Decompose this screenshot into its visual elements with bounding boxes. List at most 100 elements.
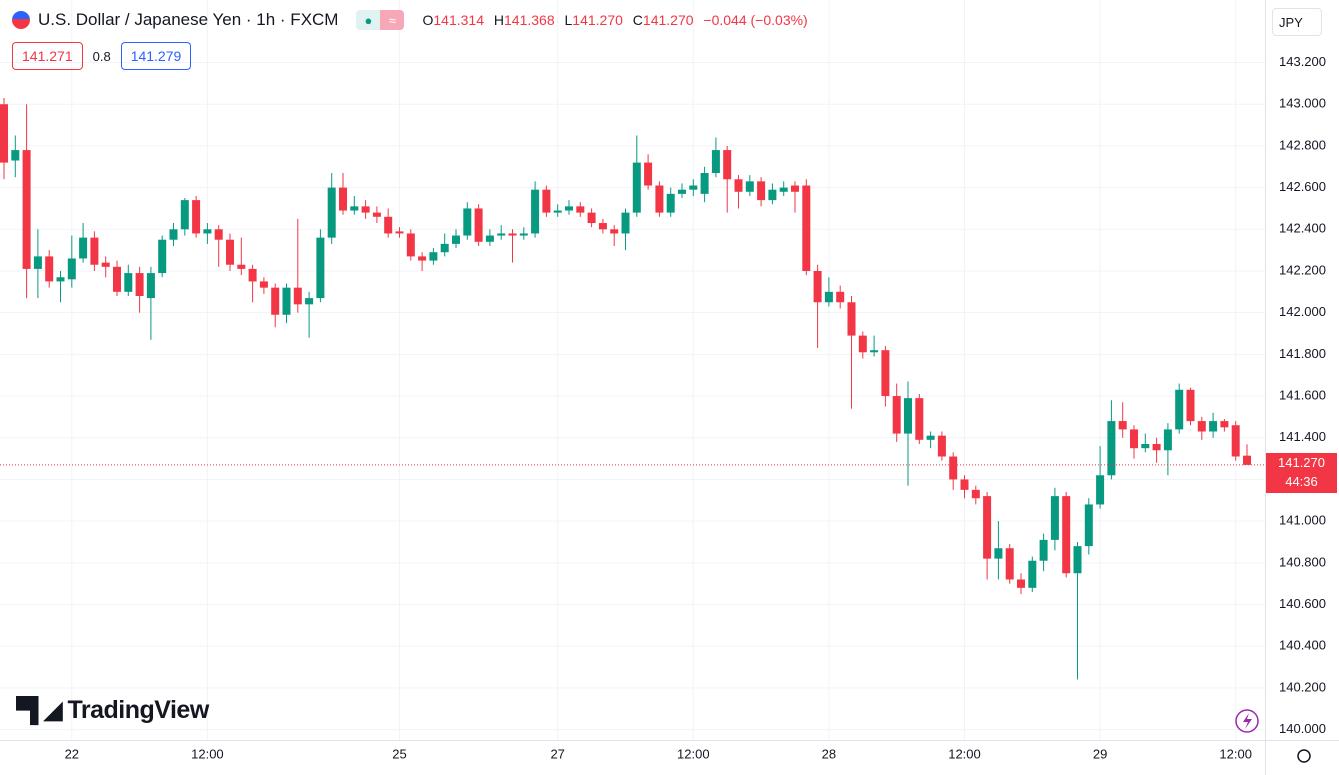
candle-body (101, 262, 110, 267)
y-tick-label: 141.800 (1279, 346, 1326, 361)
x-tick-label: 12:00 (677, 746, 710, 761)
candle-body (372, 212, 381, 217)
candle-body (1107, 421, 1116, 476)
candle-body (1017, 579, 1025, 588)
settings-icon[interactable] (1297, 749, 1311, 763)
header: U.S. Dollar / Japanese Yen · 1h · FXCM ●… (12, 10, 814, 30)
candle-body (587, 212, 596, 224)
candle-body (700, 173, 709, 194)
candle-body (915, 398, 924, 440)
y-tick-label: 143.200 (1279, 54, 1326, 69)
symbol-title[interactable]: U.S. Dollar / Japanese Yen · 1h · FXCM (38, 10, 339, 29)
candle-body (79, 237, 88, 259)
candle-body (1152, 444, 1161, 451)
quote-value: 141.314 (433, 12, 484, 28)
candle-body (949, 456, 958, 480)
candle-body (339, 187, 347, 211)
y-tick-label: 141.600 (1279, 387, 1326, 402)
logo-text: TradingView (67, 696, 209, 724)
candle-body (881, 350, 890, 397)
grid (0, 0, 1265, 740)
candle-body (858, 335, 867, 353)
status-pill[interactable]: ● ≈ (356, 10, 405, 30)
ask-button[interactable]: 141.279 (120, 42, 192, 70)
candle-body (1175, 389, 1184, 430)
logo: ▀▌◢ TradingView (16, 696, 209, 724)
candle-body (56, 277, 65, 282)
candle-body (271, 287, 280, 315)
candle-body (734, 179, 743, 192)
candle-body (745, 181, 754, 192)
candle-body (847, 302, 856, 336)
countdown: 44:36 (1285, 474, 1318, 489)
candle-body (1084, 504, 1093, 547)
candle-body (497, 233, 506, 236)
candle-body (711, 150, 720, 174)
candle-body (632, 162, 641, 213)
flag-icon (12, 11, 30, 29)
candle-body (237, 264, 246, 269)
quote-value: 141.270 (572, 12, 623, 28)
candle-body (553, 210, 562, 213)
price-axis (1265, 0, 1339, 740)
candle-body (1073, 546, 1082, 574)
candle-body (67, 258, 76, 280)
candle-body (327, 187, 336, 238)
bid-button[interactable]: 141.271 (12, 42, 83, 70)
candle-body (621, 212, 630, 234)
quote-change: −0.044 (−0.03%) (703, 12, 808, 28)
candle-body (870, 350, 879, 353)
candle-body (836, 291, 845, 303)
quote-value: 141.270 (642, 12, 694, 28)
quote-label: C (632, 12, 643, 28)
candle-body (757, 181, 766, 201)
x-tick-label: 12:00 (1219, 746, 1252, 761)
candle-body (904, 398, 912, 434)
x-tick-label: 12:00 (191, 746, 224, 761)
candle-body (971, 489, 980, 499)
candle-body (802, 185, 811, 271)
quote-label: H (493, 12, 504, 28)
candle-body (361, 206, 370, 213)
candle-body (113, 266, 121, 292)
candle-body (678, 189, 686, 194)
y-tick-label: 140.600 (1279, 596, 1326, 611)
candle-body (1163, 429, 1172, 451)
quote-value: 141.368 (504, 12, 555, 28)
candle-body (248, 268, 257, 282)
candle-body (779, 187, 788, 192)
x-tick-label: 12:00 (948, 746, 981, 761)
candle-body (1050, 496, 1059, 540)
y-tick-label: 140.800 (1279, 554, 1326, 569)
candle-body (135, 273, 144, 296)
candle-body (124, 273, 133, 292)
candle-body (960, 479, 969, 490)
x-tick-label: 25 (392, 746, 406, 761)
currency-button[interactable]: JPY (1272, 8, 1322, 36)
candle-body (293, 287, 302, 305)
y-tick-label: 143.000 (1279, 96, 1326, 111)
candle-body (666, 193, 675, 213)
candle-body (1118, 421, 1127, 430)
candle-body (440, 243, 449, 253)
candle-body (644, 162, 653, 186)
candle-body (214, 229, 223, 240)
candle-body (384, 216, 393, 234)
x-tick-label: 22 (65, 746, 79, 761)
quote-label: O (422, 12, 434, 28)
ohlc: O141.314 H141.368 L141.270 C141.270 −0.0… (422, 12, 813, 28)
candle-body (824, 291, 833, 303)
candle-body (1220, 421, 1229, 428)
candle-body (429, 252, 438, 261)
x-tick-label: 28 (822, 746, 836, 761)
candle-body (1039, 539, 1048, 561)
candle-body (1130, 429, 1138, 449)
candle-body (316, 237, 325, 299)
candle-body (169, 229, 178, 240)
candle-body (565, 206, 573, 211)
candle-body (1197, 421, 1206, 432)
candle-body (350, 206, 359, 211)
last-price-label: 141.270 (1278, 455, 1325, 470)
alert-icon[interactable] (1235, 709, 1259, 733)
